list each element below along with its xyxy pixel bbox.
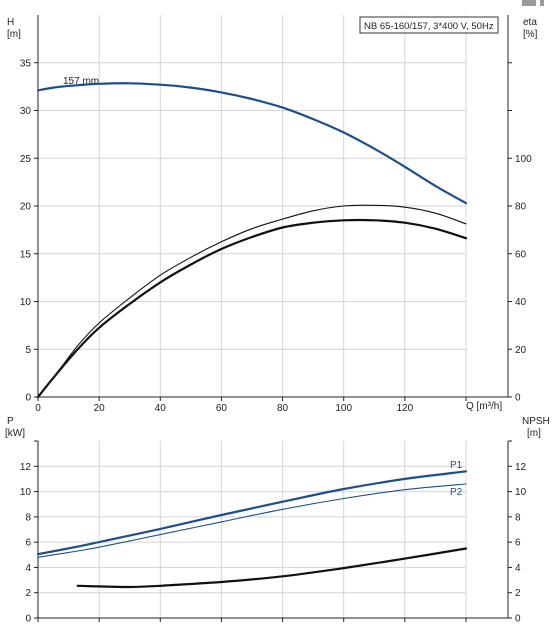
series-line-1-1 [37,483,467,558]
right-tick-label: 10 [515,487,527,498]
left-tick-label: 10 [20,297,32,308]
x-tick-label: 100 [335,403,352,414]
right-tick-label: 40 [515,297,527,308]
eta-axis-unit: [%] [523,29,538,40]
right-tick-label: 20 [515,345,527,356]
left-tick-label: 15 [20,249,32,260]
impeller-diameter-label: 157 mm [63,76,99,87]
npsh-axis-label: NPSH [522,416,550,427]
right-tick-label: 0 [515,614,521,625]
corner-logo-icon [522,0,536,6]
chart-title: NB 65-160/157, 3*400 V, 50Hz [364,21,494,32]
series-line-1-2 [76,547,468,589]
x-tick-label: 120 [397,403,414,414]
left-tick-label: 0 [25,393,31,404]
left-tick-label: 12 [20,462,32,473]
x-tick-label: 80 [277,403,289,414]
corner-logo-icon-part [540,0,544,6]
right-tick-label: 2 [515,588,521,599]
left-tick-label: 35 [20,58,32,69]
right-tick-label: 8 [515,512,521,523]
x-tick-label: 40 [155,403,167,414]
left-tick-label: 30 [20,106,32,117]
right-tick-label: 12 [515,462,527,473]
eta-axis-label: eta [523,17,537,28]
left-tick-label: 10 [20,487,32,498]
right-tick-label: 100 [515,154,532,165]
left-tick-label: 0 [25,614,31,625]
series-line-0-1 [37,204,467,398]
left-tick-label: 2 [25,588,31,599]
power-axis-label: P [7,416,14,427]
npsh-axis-unit: [m] [527,428,541,439]
performance-curves [36,82,468,399]
p1-label: P1 [450,460,463,471]
series-line-0-0 [36,82,468,205]
right-tick-label: 6 [515,538,521,549]
right-tick-label: 80 [515,202,527,213]
head-axis-unit: [m] [7,29,21,40]
x-tick-label: 0 [35,403,41,414]
left-tick-label: 20 [20,202,32,213]
head-axis-label: H [7,17,14,28]
left-tick-label: 8 [25,512,31,523]
power-npsh-plot-grid: 0 2 4 6 8 10 12 0 2 4 6 8 10 12 [20,440,527,625]
x-tick-label: 20 [94,403,106,414]
title-box [359,16,499,34]
left-tick-label: 25 [20,154,32,165]
left-tick-label: 5 [25,345,31,356]
power-npsh-curves [36,470,468,589]
right-tick-label: 0 [515,393,521,404]
flow-axis-label: Q [m³/h] [466,401,502,412]
series-line-0-2 [36,218,468,399]
series-line-1-0 [36,470,468,556]
right-tick-label: 4 [515,563,521,574]
left-tick-label: 4 [25,563,31,574]
left-tick-label: 6 [25,538,31,549]
x-tick-label: 60 [216,403,228,414]
power-axis-unit: [kW] [5,428,25,439]
performance-plot-grid: 0 5 10 15 20 25 30 35 0 20 40 60 80 100 0 20 40 60 80 100 12… [20,15,532,414]
right-tick-label: 60 [515,249,527,260]
p2-label: P2 [450,487,463,498]
